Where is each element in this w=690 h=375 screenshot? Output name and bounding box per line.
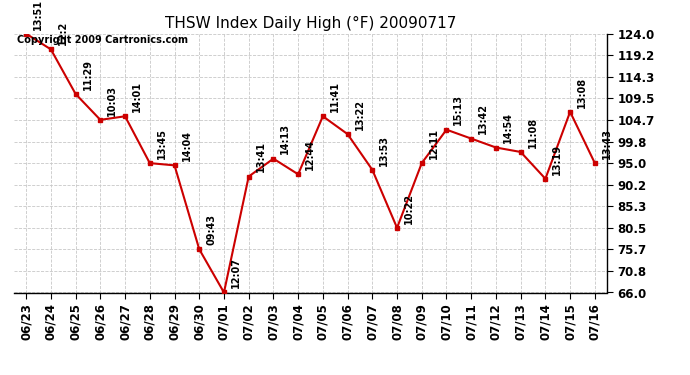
Text: 11:29: 11:29 [83, 59, 92, 90]
Text: 13:45: 13:45 [157, 128, 167, 159]
Title: THSW Index Daily High (°F) 20090717: THSW Index Daily High (°F) 20090717 [165, 16, 456, 31]
Text: 13:08: 13:08 [577, 76, 587, 108]
Text: 13:19: 13:19 [552, 144, 562, 175]
Text: 13:51: 13:51 [33, 0, 43, 30]
Text: 14:54: 14:54 [503, 112, 513, 143]
Text: 13:42: 13:42 [478, 104, 488, 134]
Text: 09:43: 09:43 [206, 214, 216, 245]
Text: 12:2: 12:2 [58, 21, 68, 45]
Text: 10:22: 10:22 [404, 193, 414, 224]
Text: 10:03: 10:03 [107, 85, 117, 116]
Text: 14:04: 14:04 [181, 130, 191, 161]
Text: 13:53: 13:53 [380, 135, 389, 166]
Text: 15:13: 15:13 [453, 94, 464, 126]
Text: Copyright 2009 Cartronics.com: Copyright 2009 Cartronics.com [17, 35, 188, 45]
Text: 11:08: 11:08 [528, 117, 538, 148]
Text: 11:41: 11:41 [330, 81, 339, 112]
Text: 13:22: 13:22 [355, 99, 364, 130]
Text: 14:01: 14:01 [132, 81, 142, 112]
Text: 12:07: 12:07 [231, 257, 241, 288]
Text: 12:11: 12:11 [428, 128, 439, 159]
Text: 14:13: 14:13 [280, 123, 290, 154]
Text: 13:43: 13:43 [602, 128, 612, 159]
Text: 12:44: 12:44 [305, 139, 315, 170]
Text: 13:41: 13:41 [255, 141, 266, 172]
